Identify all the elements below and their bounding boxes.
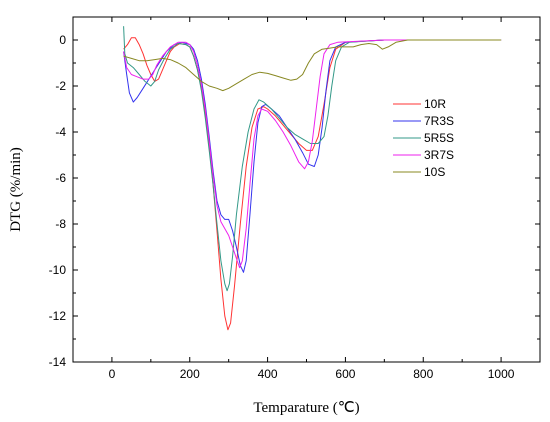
y-tick-label: 0	[59, 33, 66, 47]
legend: 10R 7R3S 5R5S 3R7S 10S	[393, 97, 454, 179]
legend-label-10r: 10R	[424, 97, 446, 111]
series-line-10s	[123, 39, 502, 92]
series-line-5r5s	[123, 26, 502, 292]
series-line-7r3s	[123, 39, 502, 273]
series-layer	[123, 26, 502, 331]
legend-label-10s: 10S	[424, 165, 445, 179]
x-axis-label: Temparature (℃)	[253, 400, 359, 416]
y-tick-label: -6	[55, 171, 66, 185]
x-tick-label: 800	[413, 367, 433, 381]
y-tick-label: -10	[49, 263, 67, 277]
x-tick-label: 600	[335, 367, 355, 381]
y-axis-label: DTG (%/min)	[8, 147, 24, 232]
y-tick-label: -2	[55, 79, 66, 93]
legend-label-3r7s: 3R7S	[424, 148, 454, 162]
x-tick-label: 200	[180, 367, 200, 381]
y-tick-label: -8	[55, 217, 66, 231]
plot-frame	[72, 16, 541, 363]
y-tick-label: -4	[55, 125, 66, 139]
y-tick-label: -14	[49, 355, 67, 369]
x-tick-label: 0	[109, 367, 116, 381]
legend-label-7r3s: 7R3S	[424, 114, 454, 128]
series-line-3r7s	[123, 39, 502, 269]
y-tick-label: -12	[49, 309, 67, 323]
x-tick-label: 400	[258, 367, 278, 381]
x-tick-label: 1000	[488, 367, 515, 381]
legend-label-5r5s: 5R5S	[424, 131, 454, 145]
